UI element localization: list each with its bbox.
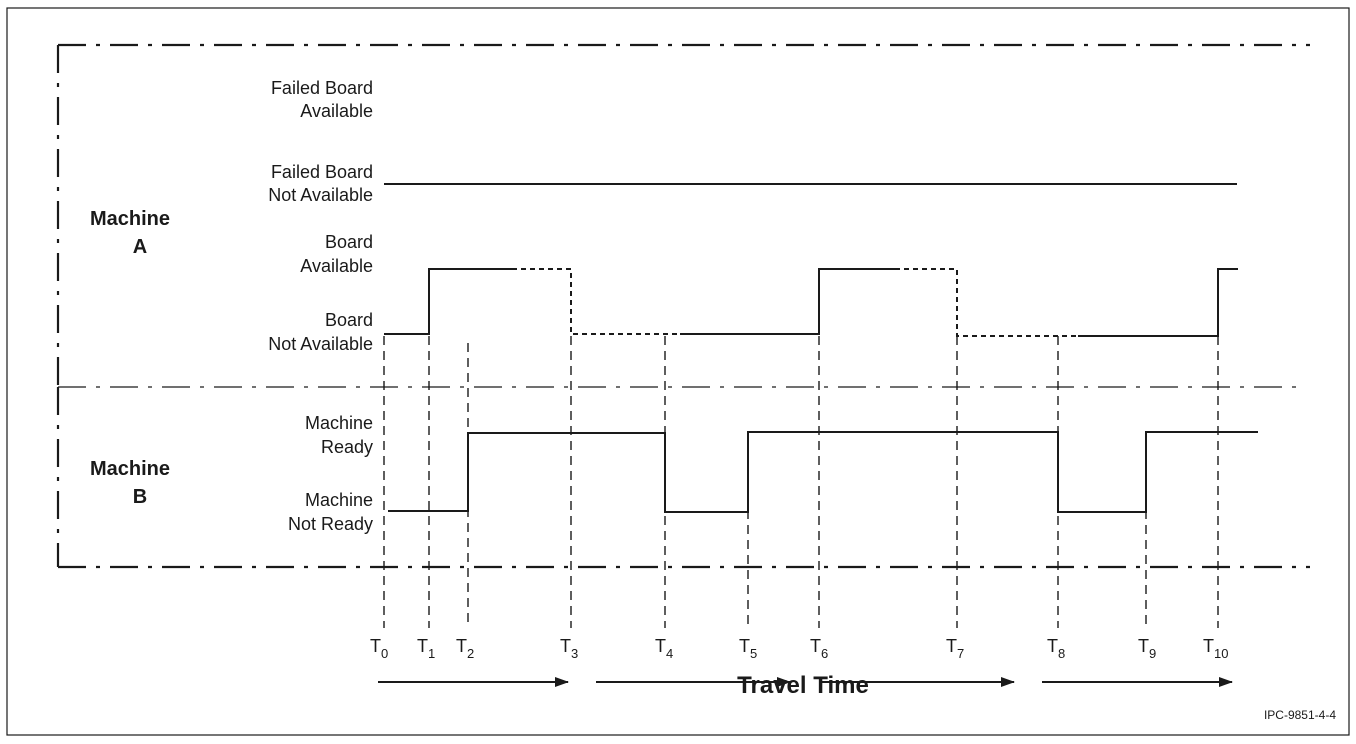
- time-label-t3: T3: [560, 636, 578, 661]
- travel-time-label: Travel Time: [737, 672, 869, 699]
- machine-b-title-line2: B: [133, 486, 147, 508]
- time-label-t1: T1: [417, 636, 435, 661]
- level-board-not-available-line2: Not Available: [268, 334, 373, 354]
- board-signal-segment-1: [384, 268, 512, 335]
- level-failed-board-not-available-line2: Not Available: [268, 185, 373, 205]
- level-board-not-available-line1: Board: [325, 310, 373, 330]
- time-label-t6: T6: [810, 636, 828, 661]
- time-label-t9: T9: [1138, 636, 1156, 661]
- level-failed-board-available-line2: Available: [300, 101, 373, 121]
- time-label-t8: T8: [1047, 636, 1065, 661]
- time-label-t2: T2: [456, 636, 474, 661]
- time-label-t5: T5: [739, 636, 757, 661]
- time-marker-labels: T0 T1 T2 T3 T4 T5 T6 T7 T8 T9 T10: [370, 636, 1228, 661]
- machine-a-region: [56, 43, 1310, 387]
- board-signal-segment-2: [680, 268, 895, 335]
- level-machine-not-ready-line2: Not Ready: [288, 514, 373, 534]
- board-signal-projected-1: [512, 268, 680, 335]
- level-machine-not-ready-line1: Machine: [305, 490, 373, 510]
- figure-id: IPC-9851-4-4: [1264, 708, 1336, 722]
- level-failed-board-not-available-line1: Failed Board: [271, 162, 373, 182]
- signal-machine-ready: [388, 431, 1258, 513]
- level-board-available-line1: Board: [325, 232, 373, 252]
- signal-board-availability: [384, 268, 1238, 337]
- time-label-t0: T0: [370, 636, 388, 661]
- time-label-t7: T7: [946, 636, 964, 661]
- level-board-available-line2: Available: [300, 256, 373, 276]
- machine-b-title-line1: Machine: [90, 458, 170, 480]
- level-machine-ready-line2: Ready: [321, 437, 373, 457]
- machine-a-title-line1: Machine: [90, 208, 170, 230]
- board-signal-projected-2: [895, 268, 1078, 337]
- level-failed-board-available-line1: Failed Board: [271, 78, 373, 98]
- figure-frame: [6, 7, 1350, 736]
- board-signal-segment-3: [1078, 268, 1238, 337]
- level-machine-ready-line1: Machine: [305, 413, 373, 433]
- time-label-t4: T4: [655, 636, 673, 661]
- time-marker-lines: [383, 336, 1219, 628]
- machine-b-region: [56, 387, 1310, 569]
- time-label-t10: T10: [1203, 636, 1228, 661]
- machine-a-title-line2: A: [133, 236, 147, 258]
